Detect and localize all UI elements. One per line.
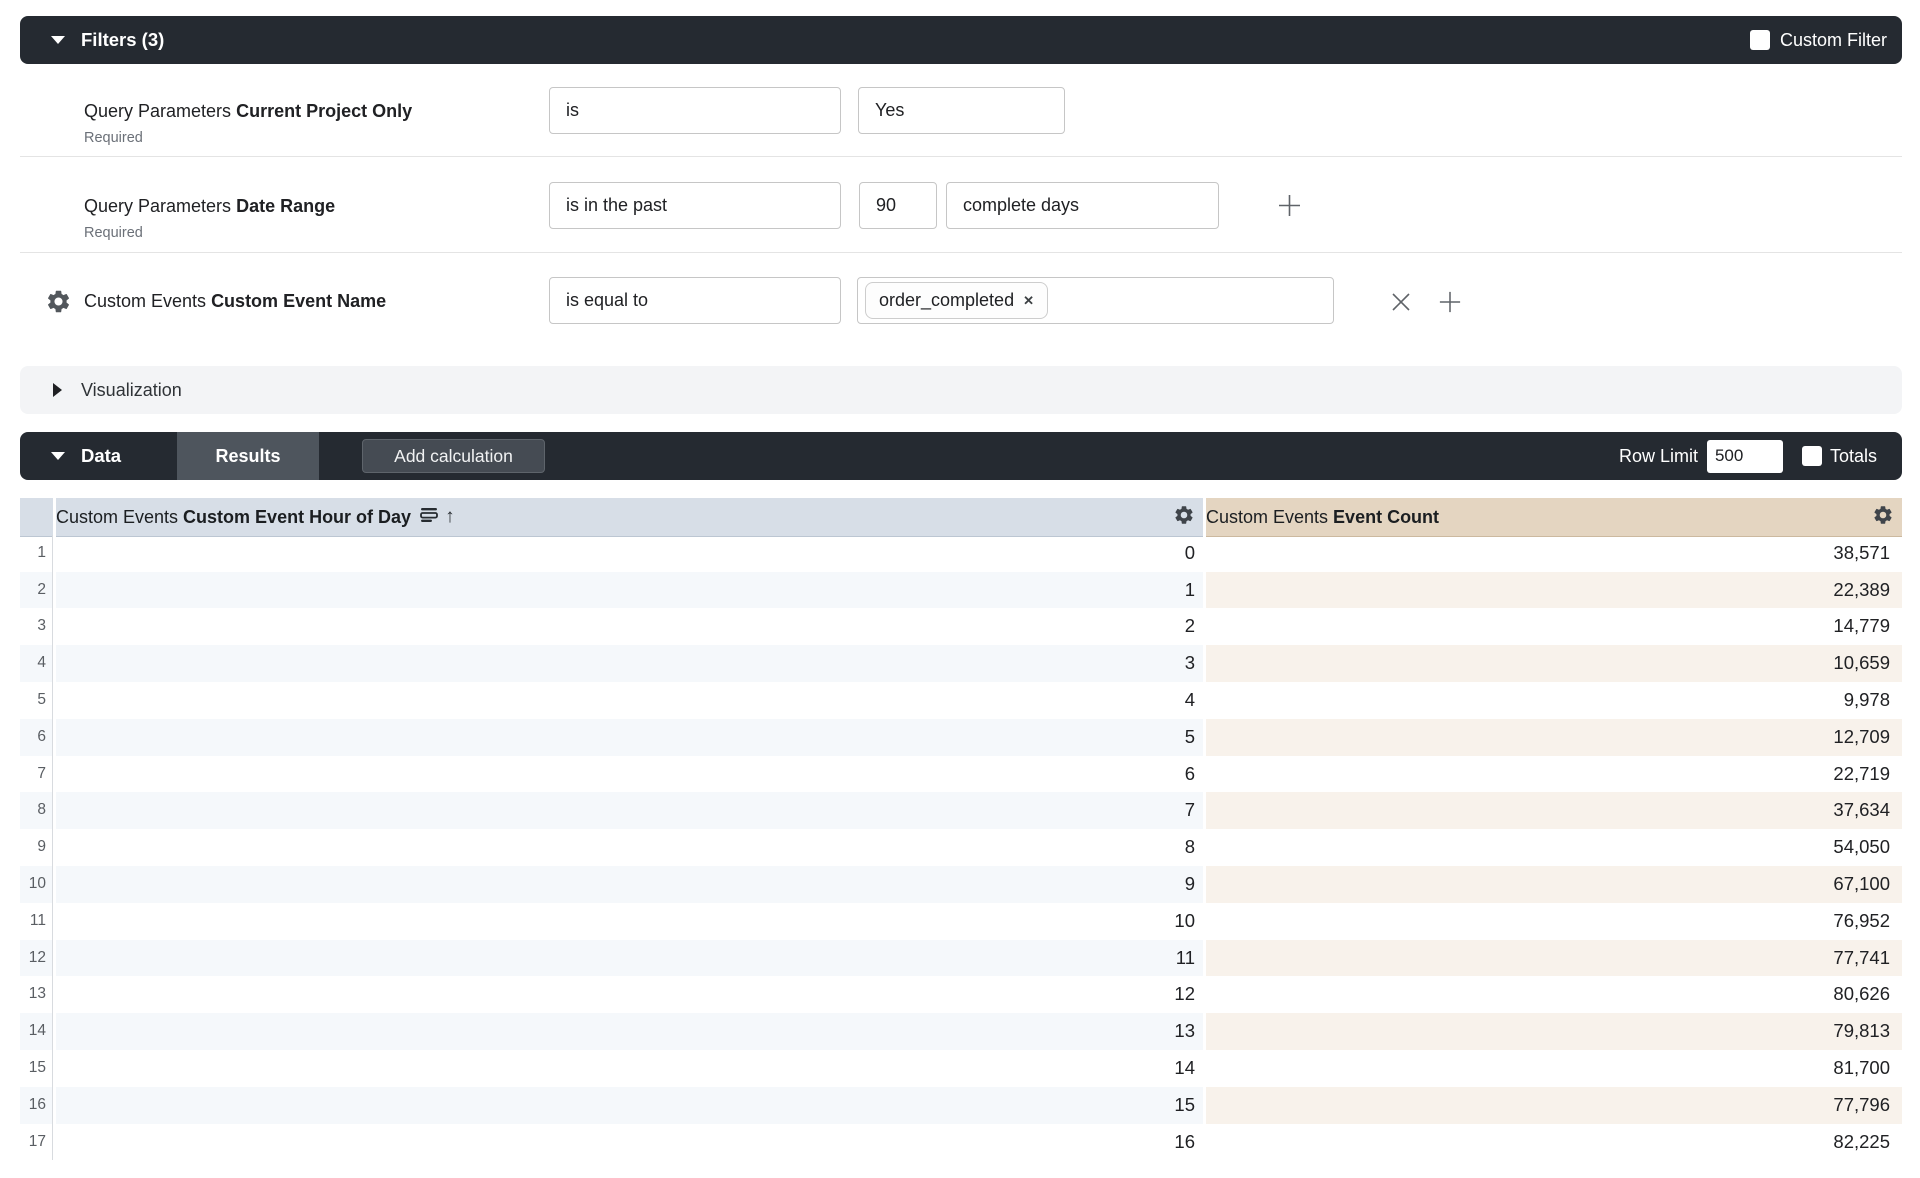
add-filter-value-icon[interactable] xyxy=(1276,192,1303,224)
event-count-cell: 54,050 xyxy=(1833,836,1890,858)
hour-of-day-cell: 4 xyxy=(1184,688,1195,710)
filter2-number-input[interactable]: 90 xyxy=(859,182,937,229)
divider xyxy=(20,156,1902,157)
hour-of-day-cell: 3 xyxy=(56,645,1203,682)
hour-of-day-cell: 12 xyxy=(1174,983,1195,1005)
row-number-cell: 2 xyxy=(20,571,53,609)
results-table: Custom Events Custom Event Hour of Day ↑… xyxy=(20,498,1902,1161)
expand-caret-icon[interactable] xyxy=(53,383,62,397)
totals-checkbox[interactable] xyxy=(1801,446,1822,466)
filter1-value-input[interactable]: Yes xyxy=(858,87,1065,134)
filter2-operator-select[interactable]: is in the past xyxy=(549,182,841,229)
custom-filter-checkbox[interactable] xyxy=(1749,30,1770,50)
event-count-cell: 76,952 xyxy=(1833,909,1890,931)
collapse-caret-icon[interactable] xyxy=(51,452,65,460)
filter-value-chip[interactable]: order_completed ✕ xyxy=(865,282,1048,319)
row-number-cell: 1 xyxy=(20,534,53,572)
hour-of-day-cell: 10 xyxy=(1174,909,1195,931)
event-count-cell: 82,225 xyxy=(1833,1130,1890,1152)
event-count-cell: 79,813 xyxy=(1206,1013,1902,1050)
hour-of-day-cell: 5 xyxy=(56,718,1203,756)
row-number-header xyxy=(20,498,53,537)
remove-filter-icon[interactable] xyxy=(1390,291,1412,318)
field-menu-icon[interactable] xyxy=(420,506,439,528)
totals-label: Totals xyxy=(1829,445,1877,466)
row-number-cell: 9 xyxy=(20,829,53,866)
column-header-event-count[interactable]: Custom Events Event Count xyxy=(1206,498,1902,537)
event-count-cell: 10,659 xyxy=(1206,645,1902,682)
collapse-caret-icon[interactable] xyxy=(51,36,65,44)
hour-of-day-cell: 9 xyxy=(56,865,1203,903)
sort-ascending-icon[interactable]: ↑ xyxy=(445,506,455,527)
filter-label-current-project-only: Query Parameters Current Project Only Re… xyxy=(84,100,412,149)
required-badge: Required xyxy=(84,130,143,146)
column-header-hour-of-day[interactable]: Custom Events Custom Event Hour of Day ↑ xyxy=(56,498,1203,537)
row-number-cell: 13 xyxy=(20,976,53,1014)
filters-section-bar[interactable]: Filters (3) Custom Filter xyxy=(20,16,1902,64)
hour-of-day-cell: 13 xyxy=(56,1013,1203,1050)
row-number-cell: 6 xyxy=(20,718,53,756)
filter1-operator-select[interactable]: is xyxy=(549,87,841,134)
event-count-cell: 9,978 xyxy=(1843,688,1890,710)
row-number-cell: 3 xyxy=(20,608,53,646)
hour-of-day-cell: 14 xyxy=(1174,1056,1195,1078)
divider xyxy=(20,252,1902,253)
row-limit-label: Row Limit xyxy=(1618,445,1698,466)
event-count-cell: 14,779 xyxy=(1833,615,1890,637)
event-count-cell: 77,796 xyxy=(1206,1086,1902,1124)
custom-filter-label: Custom Filter xyxy=(1779,29,1887,50)
filter-label-custom-event-name: Custom Events Custom Event Name xyxy=(84,291,387,311)
event-count-cell: 77,741 xyxy=(1206,939,1902,977)
row-limit-input[interactable] xyxy=(1706,439,1783,473)
hour-of-day-cell: 7 xyxy=(56,792,1203,830)
column-gear-icon[interactable] xyxy=(1872,504,1894,531)
event-count-cell: 12,709 xyxy=(1206,718,1902,756)
hour-of-day-cell: 8 xyxy=(1184,836,1195,858)
hour-of-day-cell: 2 xyxy=(1184,615,1195,637)
add-filter-value-icon[interactable] xyxy=(1437,289,1463,320)
row-number-cell: 7 xyxy=(20,755,53,793)
filters-title: Filters (3) xyxy=(81,29,165,50)
row-number-cell: 17 xyxy=(20,1123,53,1161)
filter3-value-input[interactable]: order_completed ✕ xyxy=(857,277,1334,324)
hour-of-day-cell: 0 xyxy=(1184,541,1195,563)
row-number-cell: 5 xyxy=(20,681,53,719)
row-number-cell: 4 xyxy=(20,645,53,682)
visualization-title: Visualization xyxy=(81,379,182,400)
event-count-cell: 81,700 xyxy=(1833,1056,1890,1078)
event-count-cell: 37,634 xyxy=(1206,792,1902,830)
event-count-cell: 22,719 xyxy=(1833,762,1890,784)
row-number-cell: 8 xyxy=(20,792,53,830)
data-section-bar[interactable]: Data Results Add calculation Row Limit T… xyxy=(20,432,1902,480)
row-number-cell: 16 xyxy=(20,1086,53,1124)
event-count-cell: 80,626 xyxy=(1833,983,1890,1005)
hour-of-day-cell: 16 xyxy=(1174,1130,1195,1152)
row-number-cell: 12 xyxy=(20,939,53,977)
filter2-unit-select[interactable]: complete days xyxy=(946,182,1219,229)
hour-of-day-cell: 6 xyxy=(1184,762,1195,784)
row-number-cell: 14 xyxy=(20,1013,53,1050)
hour-of-day-cell: 1 xyxy=(56,571,1203,609)
visualization-section-bar[interactable]: Visualization xyxy=(20,366,1902,414)
row-number-cell: 11 xyxy=(20,902,53,940)
hour-of-day-cell: 15 xyxy=(56,1086,1203,1124)
required-badge: Required xyxy=(84,225,143,241)
column-gear-icon[interactable] xyxy=(1173,504,1195,531)
event-count-cell: 38,571 xyxy=(1833,541,1890,563)
chip-remove-icon[interactable]: ✕ xyxy=(1023,292,1034,308)
data-title: Data xyxy=(81,445,122,466)
tab-results[interactable]: Results xyxy=(177,432,319,480)
event-count-cell: 67,100 xyxy=(1206,865,1902,903)
row-number-cell: 15 xyxy=(20,1049,53,1087)
data-bar-right-controls: Row Limit Totals xyxy=(1619,432,1902,480)
filter3-operator-select[interactable]: is equal to xyxy=(549,277,841,324)
filter-label-date-range: Query Parameters Date Range Required xyxy=(84,195,335,244)
hour-of-day-cell: 11 xyxy=(56,939,1203,977)
row-number-cell: 10 xyxy=(20,865,53,903)
event-count-cell: 22,389 xyxy=(1206,571,1902,609)
filter-gear-icon[interactable] xyxy=(45,288,72,320)
add-calculation-button[interactable]: Add calculation xyxy=(362,439,545,473)
